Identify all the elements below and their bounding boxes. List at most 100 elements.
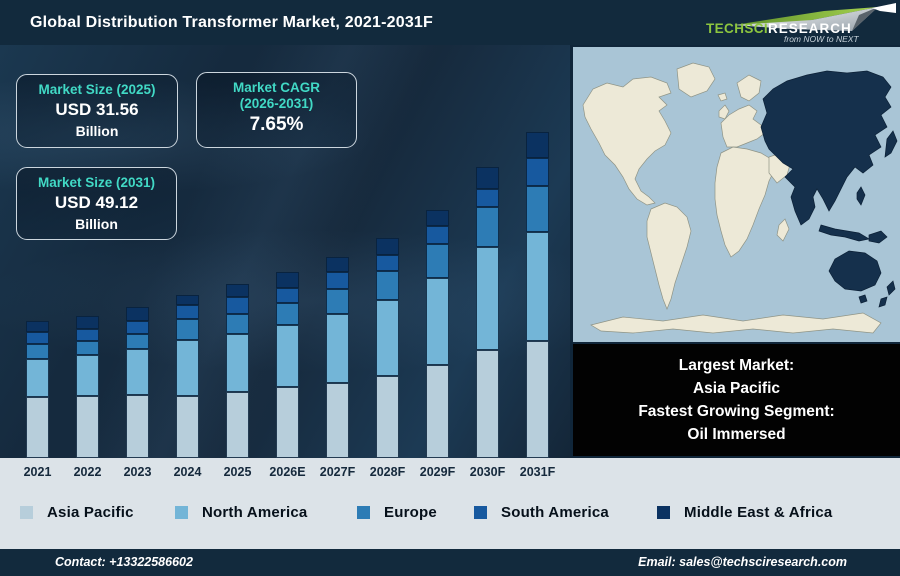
legend-item: Europe [357, 504, 437, 521]
x-axis-label: 2024 [173, 465, 202, 479]
bar-segment [125, 349, 149, 395]
logo-brand-primary: TECHSCI [706, 21, 768, 36]
bar-2027F [325, 257, 349, 458]
bar-segment [475, 189, 499, 207]
legend-item: Asia Pacific [20, 503, 134, 521]
bar-segment [25, 332, 49, 344]
x-axis-label: 2027F [319, 465, 356, 479]
x-axis-label: 2021 [23, 465, 52, 479]
x-axis-label: 2022 [73, 465, 102, 479]
market-cagr-value: 7.65% [249, 114, 304, 135]
bar-segment [325, 272, 349, 289]
bar-segment [325, 289, 349, 314]
map-asia-highlighted [760, 70, 892, 226]
bar-segment [275, 387, 299, 458]
map-indonesia [818, 224, 870, 242]
bar-segment [325, 383, 349, 458]
callout-line-3: Fastest Growing Segment: [638, 403, 835, 420]
map-japan [884, 130, 898, 158]
legend-label: North America [202, 503, 308, 521]
legend-swatch [357, 505, 370, 519]
map-new-guinea [868, 230, 888, 244]
legend-swatch [20, 505, 33, 519]
bar-segment [225, 297, 249, 314]
bar-segment [425, 278, 449, 365]
map-australia [828, 250, 882, 292]
market-cagr-period: (2026-2031) [239, 96, 314, 111]
bar-segment [175, 340, 199, 396]
bar-segment [525, 341, 549, 458]
x-axis-label: 2026E [269, 465, 306, 479]
bar-2029F [425, 210, 449, 458]
callout-line-1: Largest Market: [678, 357, 795, 374]
callout-line-2: Asia Pacific [692, 380, 781, 397]
bar-2030F [475, 167, 499, 458]
map-north-america [582, 76, 672, 206]
bar-segment [75, 329, 99, 341]
legend-swatch [657, 505, 670, 519]
bar-segment [175, 396, 199, 458]
bar-2031F [525, 132, 549, 458]
map-new-zealand [878, 280, 896, 308]
map-iceland [717, 92, 728, 102]
bar-segment [375, 271, 399, 300]
bar-segment [125, 321, 149, 334]
legend-swatch [474, 505, 487, 519]
x-axis-label: 2023 [123, 465, 152, 479]
bar-segment [475, 247, 499, 350]
techsci-research-logo: TECHSCI RESEARCH from NOW to NEXT [706, 3, 896, 43]
market-size-2025-box: Market Size (2025) USD 31.56 Billion [16, 74, 178, 148]
map-uk [718, 104, 730, 120]
logo-tagline: from NOW to NEXT [784, 34, 859, 43]
market-size-2031-value: USD 49.12 [54, 193, 139, 212]
bar-segment [375, 238, 399, 255]
market-size-2031-box: Market Size (2031) USD 49.12 Billion [16, 167, 177, 240]
bar-segment [425, 210, 449, 226]
bar-segment [125, 395, 149, 458]
x-axis-label: 2029F [419, 465, 456, 479]
contact-phone: Contact: +13322586602 [55, 555, 193, 569]
bar-segment [25, 359, 49, 397]
bar-2025 [225, 284, 249, 458]
map-scandinavia [736, 74, 762, 102]
bar-chart: Market Size (2025) USD 31.56 Billion Mar… [0, 45, 570, 458]
world-map [573, 47, 900, 342]
bar-2024 [175, 295, 199, 458]
market-size-2025-unit: Billion [75, 123, 119, 139]
map-africa [714, 146, 776, 258]
legend-item: Middle East & Africa [657, 503, 833, 521]
legend-label: Asia Pacific [47, 503, 134, 521]
map-madagascar [776, 218, 790, 242]
map-philippines [856, 186, 866, 206]
bar-segment [425, 244, 449, 278]
bar-2022 [75, 316, 99, 458]
map-greenland [676, 62, 716, 98]
x-axis-label: 2028F [369, 465, 406, 479]
x-axis-label: 2031F [519, 465, 556, 479]
bar-segment [375, 255, 399, 271]
market-size-2031-unit: Billion [75, 216, 118, 232]
bar-segment [175, 319, 199, 340]
bar-segment [275, 325, 299, 387]
bar-2023 [125, 307, 149, 458]
legend-swatch [175, 505, 188, 519]
bar-segment [525, 158, 549, 186]
bar-segment [375, 376, 399, 458]
callout-line-4: Oil Immersed [687, 426, 786, 443]
market-size-2031-label: Market Size (2031) [37, 175, 156, 190]
bar-2028F [375, 238, 399, 458]
legend-label: South America [501, 503, 609, 521]
bar-segment [25, 344, 49, 359]
logo-arrow-icon [734, 3, 896, 31]
x-axis-label: 2025 [223, 465, 252, 479]
bar-segment [75, 355, 99, 396]
bar-segment [525, 132, 549, 158]
legend-label: Middle East & Africa [684, 503, 833, 521]
bar-segment [425, 226, 449, 244]
market-callout-box: Largest Market: Asia Pacific Fastest Gro… [573, 344, 900, 456]
bar-segment [525, 186, 549, 232]
bar-segment [325, 257, 349, 272]
bar-segment [125, 307, 149, 321]
bar-segment [475, 207, 499, 247]
axis-and-legend-strip: 2021 2022 2023 2024 2025 2026E 2027F 2028F 2029F… [0, 458, 900, 549]
